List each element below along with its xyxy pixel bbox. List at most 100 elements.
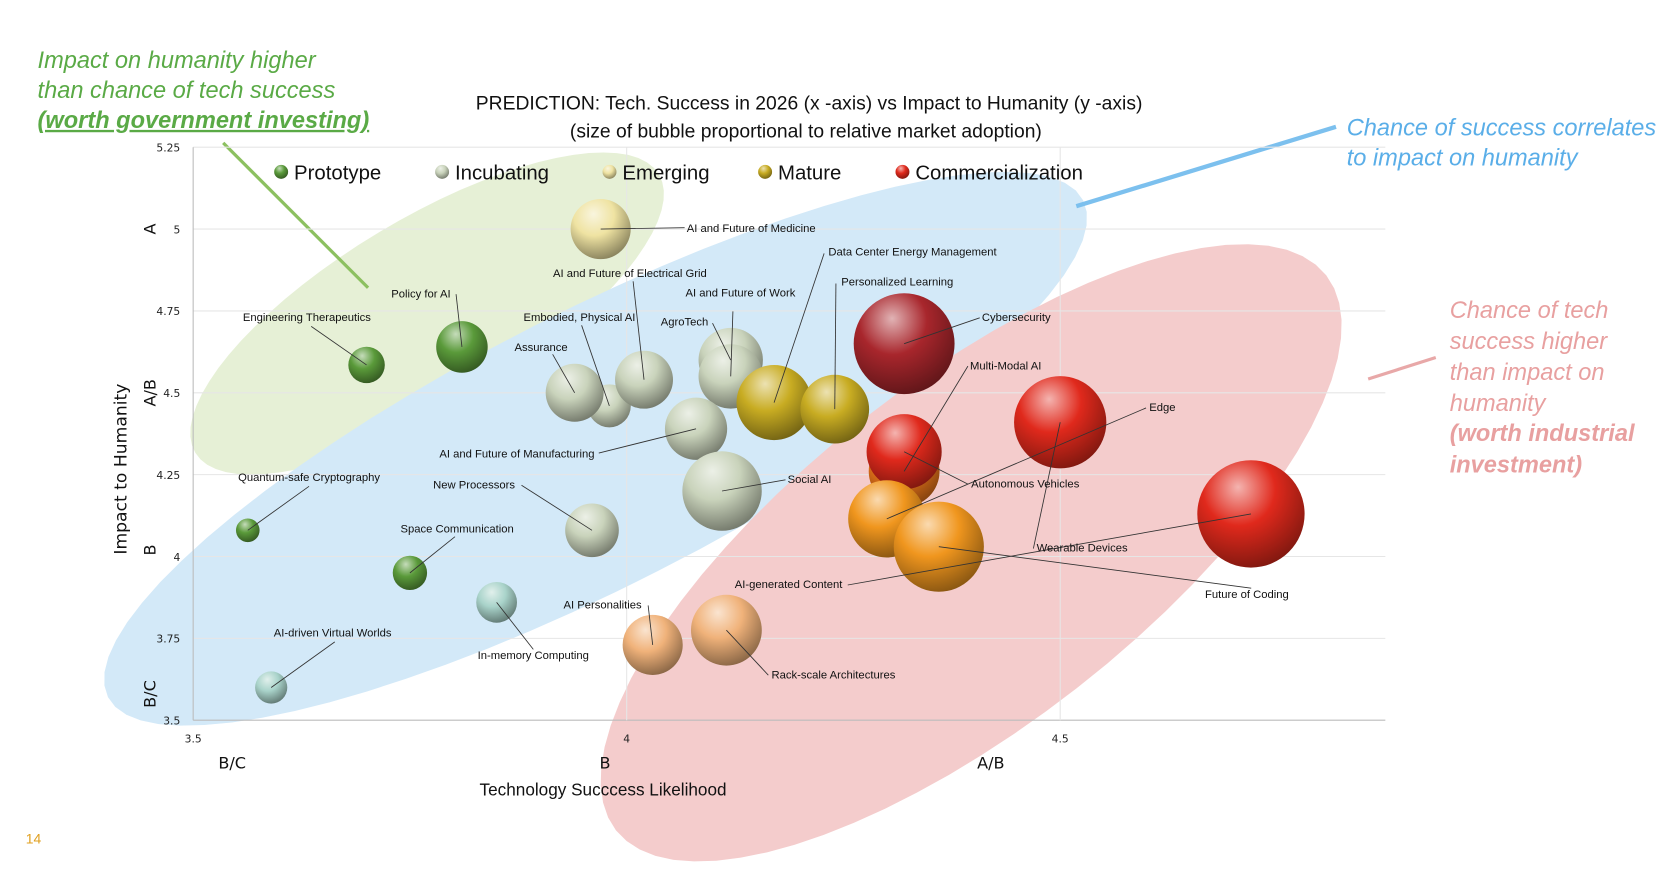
bubble-label: Data Center Energy Management [828,247,997,259]
legend-label: Incubating [455,162,549,184]
leader-lines [247,227,1252,688]
chart-subtitle: (size of bubble proportional to relative… [570,122,1042,143]
leader-line [712,322,732,361]
gridlines [192,146,1386,721]
leader-line [632,281,645,380]
bubble-ai-generated-content [1197,460,1305,568]
ellipse-government-zone [190,152,664,475]
leader-line [496,602,534,650]
bubble-label: AI-driven Virtual Worlds [274,628,392,640]
bubble-label: AgroTech [661,316,709,328]
bubble-label: Wearable Devices [1037,543,1128,555]
bubble-label: AI and Future of Work [686,287,796,299]
bubble-ai-driven-virtual-worlds [255,671,288,704]
leader-line [310,326,367,366]
y-tick-label: 3.75 [156,633,180,646]
leader-line [455,294,463,347]
bubble-personalized-learning [800,374,870,444]
legend: Prototype Incubating Emerging Mature Commerc… [274,162,1083,184]
leader-line [847,513,1252,586]
bubble-label: Cybersecurity [982,312,1051,324]
annotation-correlates: Chance of success correlates to impact o… [1347,115,1663,171]
legend-marker [602,164,617,179]
leader-line [647,605,654,645]
y-tick-label: 4 [173,551,180,564]
y-grade-label: A/B [141,379,160,406]
bubble-label: Multi-Modal AI [970,360,1041,372]
leader-line [773,253,825,403]
bubble-label: New Processors [433,479,515,491]
leader-line [247,485,310,531]
y-tick-label: 3.5 [163,715,180,728]
y-axis-label: Impact to Humanity [112,384,132,555]
bubble-label: Embodied, Physical AI [523,312,635,324]
bubble-label: AI and Future of Manufacturing [439,448,594,460]
bubble-label: Space Communication [401,523,514,535]
leader-line [581,325,610,407]
leader-line [903,317,980,345]
bubble-autonomous-vehicles [866,414,942,490]
bubble-label: Autonomous Vehicles [971,478,1080,490]
bubble-label: AI and Future of Medicine [687,223,816,235]
leader-line [721,479,786,492]
y-tick-label: 4.5 [163,387,180,400]
x-tick-label: 4 [623,733,630,746]
legend-marker [435,164,450,179]
y-tick-label: 4.25 [156,469,180,482]
x-grade-label: A/B [977,754,1004,773]
x-tick-label: 4.5 [1052,733,1069,746]
x-grade-label: B/C [218,754,246,773]
axes: 3.5 3.75 4 4.25 4.5 4.75 5 5.25 3.5 4 4.5 B/C B A/B B/… [141,141,1069,772]
bubble-label: Engineering Therapeutics [243,312,371,324]
bubble-label: Policy for AI [391,288,450,300]
bubble-labels: AI and Future of Medicine Policy for AI En… [238,223,1289,681]
leader-line [521,484,593,531]
legend-label: Commercialization [915,162,1083,184]
legend-label: Prototype [294,162,381,184]
legend-marker [895,164,910,179]
leader-line [552,354,576,393]
legend-marker [274,164,289,179]
x-tick-label: 3.5 [185,733,202,746]
bubble-label: AI and Future of Electrical Grid [553,268,707,280]
leader-line [600,227,685,230]
bubble-label: AI-generated Content [735,579,843,591]
bubble-ai-and-future-of-medicine [570,199,631,260]
leader-line [730,311,734,377]
leader-line [834,283,837,410]
y-tick-label: 4.75 [156,305,180,318]
legend-label: Mature [778,162,841,184]
y-tick-label: 5 [173,223,180,236]
annotation-line-government [222,141,370,289]
y-tick-label: 5.25 [156,141,180,154]
bubble-label: Assurance [515,342,568,354]
annotation-line-industrial [1367,355,1437,381]
leader-line [938,546,1252,589]
page-number: 14 [26,831,42,847]
leader-line [903,365,969,472]
bubble-label: AI Personalities [564,600,643,612]
bubble-new-processors [565,503,619,558]
bubble-label: Social AI [788,474,832,486]
chart-title: PREDICTION: Tech. Success in 2026 (x -ax… [476,94,1143,115]
bubble-label: Quantum-safe Cryptography [238,472,380,484]
annotation-government: Impact on humanity higher than chance of… [38,48,370,134]
bubble-label: Future of Coding [1205,589,1289,601]
leader-line [1032,422,1061,549]
x-axis-label: Technology Succcess Likelihood [480,779,727,799]
legend-marker [758,164,773,179]
y-grade-label: B/C [141,680,160,708]
leader-line [726,629,769,676]
ellipse-correlation-zone [104,171,1087,726]
y-grade-label: B [141,544,160,555]
leader-line [270,641,336,688]
x-grade-label: B [599,754,610,773]
bubble-label: Rack-scale Architectures [772,669,896,681]
bubble-label: Edge [1149,402,1175,414]
y-grade-label: A [141,224,160,235]
bubble-label: Personalized Learning [841,277,953,289]
annotation-industrial: Chance of tech success higher than impac… [1450,298,1641,479]
leader-line [598,428,697,454]
leader-line [886,407,1147,520]
